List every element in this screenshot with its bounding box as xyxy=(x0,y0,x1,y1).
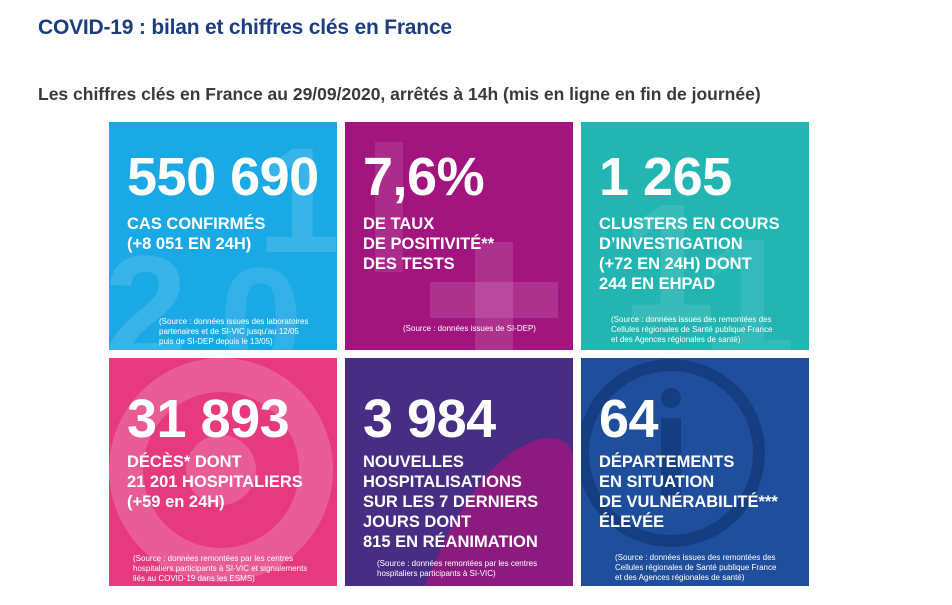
source-line: et des Agences régionales de santé) xyxy=(615,573,745,582)
card-departments: 64 DÉPARTEMENTS EN SITUATION DE VULNÉRAB… xyxy=(581,358,809,586)
positivity-rate-label: DE TAUX DE POSITIVITÉ** DES TESTS xyxy=(363,214,573,274)
decorative-wave-icon xyxy=(425,437,573,586)
deaths-label: DÉCÈS* DONT 21 201 HOSPITALIERS (+59 en … xyxy=(127,452,337,512)
svg-text:2: 2 xyxy=(109,224,187,350)
decorative-digits-icon: 1 1 xyxy=(621,169,796,350)
departments-source: (Source : données issues des remontées d… xyxy=(615,553,776,583)
card-positivity-rate: 7,6% DE TAUX DE POSITIVITÉ** DES TESTS (… xyxy=(345,122,573,350)
source-line: (Source : données issues de SI-DEP) xyxy=(403,324,536,333)
label-line: (+59 en 24H) xyxy=(127,493,225,511)
label-line: 815 EN RÉANIMATION xyxy=(363,533,538,551)
label-line: DÉPARTEMENTS xyxy=(599,453,735,471)
clusters-source: (Source : données issues des remontées d… xyxy=(611,315,772,345)
source-line: liés au COVID-19 dans les ESMS) xyxy=(133,574,255,583)
confirmed-cases-label: CAS CONFIRMÉS (+8 051 EN 24H) xyxy=(127,214,337,254)
card-clusters: 1 1 1 265 CLUSTERS EN COURS D’INVESTIGAT… xyxy=(581,122,809,350)
label-line: CAS CONFIRMÉS xyxy=(127,215,266,233)
card-confirmed-cases: 1 2 0 550 690 CAS CONFIRMÉS (+8 051 EN 2… xyxy=(109,122,337,350)
svg-text:1: 1 xyxy=(621,169,716,350)
source-line: (Source : données issues des laboratoire… xyxy=(159,317,309,326)
source-line: (Source : données remontées par les cent… xyxy=(377,559,538,568)
label-line: DES TESTS xyxy=(363,255,455,273)
label-line: DE POSITIVITÉ** xyxy=(363,235,495,253)
source-line: partenaires et de SI-VIC jusqu'au 12/05 xyxy=(159,327,299,336)
label-line: (+8 051 EN 24H) xyxy=(127,235,252,253)
label-line: NOUVELLES xyxy=(363,453,464,471)
label-line: DÉCÈS* DONT xyxy=(127,453,242,471)
card-hospitalisations: 3 984 NOUVELLES HOSPITALISATIONS SUR LES… xyxy=(345,358,573,586)
label-line: HOSPITALISATIONS xyxy=(363,473,522,491)
confirmed-cases-value: 550 690 xyxy=(127,147,319,207)
clusters-value: 1 265 xyxy=(599,147,732,207)
label-line: DE VULNÉRABILITÉ*** xyxy=(599,493,778,511)
source-line: (Source : données issues des remontées d… xyxy=(611,315,772,324)
source-line: et des Agences régionales de santé) xyxy=(611,335,741,344)
svg-text:1: 1 xyxy=(701,204,796,350)
source-line: hospitaliers participants à SI-VIC) xyxy=(377,569,496,578)
hospitalisations-value: 3 984 xyxy=(363,389,496,449)
label-line: DE TAUX xyxy=(363,215,435,233)
label-line: ÉLEVÉE xyxy=(599,513,665,531)
label-line: D’INVESTIGATION xyxy=(599,235,743,253)
page-title: COVID-19 : bilan et chiffres clés en Fra… xyxy=(38,16,452,39)
key-figures-grid: 1 2 0 550 690 CAS CONFIRMÉS (+8 051 EN 2… xyxy=(109,122,809,586)
clusters-label: CLUSTERS EN COURS D’INVESTIGATION (+72 E… xyxy=(599,214,809,294)
departments-label: DÉPARTEMENTS EN SITUATION DE VULNÉRABILI… xyxy=(599,452,809,532)
source-line: Cellules régionales de Santé publique Fr… xyxy=(611,325,773,334)
label-line: SUR LES 7 DERNIERS xyxy=(363,493,539,511)
svg-text:1: 1 xyxy=(257,122,337,284)
decorative-rings-icon xyxy=(109,358,333,582)
decorative-digits-icon: 1 2 0 xyxy=(109,122,337,350)
confirmed-cases-source: (Source : données issues des laboratoire… xyxy=(159,317,308,347)
decorative-info-icon xyxy=(581,359,765,547)
departments-value: 64 xyxy=(599,389,659,449)
source-line: hospitaliers participants à SI-VIC et si… xyxy=(133,564,308,573)
source-line: (Source : données remontées par les cent… xyxy=(133,554,294,563)
hospitalisations-source: (Source : données remontées par les cent… xyxy=(377,559,537,579)
label-line: (+72 EN 24H) DONT xyxy=(599,255,752,273)
label-line: CLUSTERS EN COURS xyxy=(599,215,780,233)
deaths-value: 31 893 xyxy=(127,389,290,449)
label-line: EN SITUATION xyxy=(599,473,715,491)
label-line: JOURS DONT xyxy=(363,513,472,531)
decorative-plus-icon xyxy=(375,142,558,350)
source-line: (Source : données issues des remontées d… xyxy=(615,553,776,562)
positivity-rate-source: (Source : données issues de SI-DEP) xyxy=(403,324,536,334)
label-line: 244 EN EHPAD xyxy=(599,275,716,293)
svg-text:0: 0 xyxy=(219,236,302,350)
positivity-rate-value: 7,6% xyxy=(363,147,485,207)
label-line: 21 201 HOSPITALIERS xyxy=(127,473,303,491)
card-deaths: 31 893 DÉCÈS* DONT 21 201 HOSPITALIERS (… xyxy=(109,358,337,586)
deaths-source: (Source : données remontées par les cent… xyxy=(133,554,307,584)
source-line: Cellules régionales de Santé publique Fr… xyxy=(615,563,777,572)
source-line: puis de SI-DEP depuis le 13/05) xyxy=(159,337,273,346)
page-subtitle: Les chiffres clés en France au 29/09/202… xyxy=(38,84,761,104)
hospitalisations-label: NOUVELLES HOSPITALISATIONS SUR LES 7 DER… xyxy=(363,452,573,552)
